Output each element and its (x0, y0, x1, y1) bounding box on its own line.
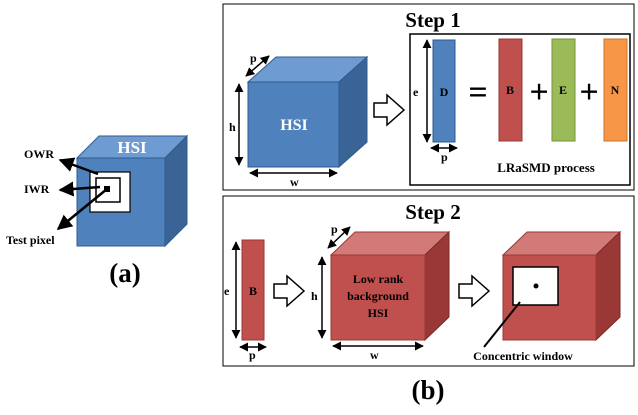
concentric-window-arrow (483, 301, 521, 348)
step1-panel: Step 1 HSI p h w e D p = B + E + N LRaSM… (222, 3, 635, 191)
equals-sign: = (468, 74, 487, 111)
iwr-arrow (58, 181, 101, 197)
step2-frame (222, 195, 635, 367)
concentric-window-pixel (533, 283, 539, 289)
dim-p2-arrow-step2 (327, 226, 351, 249)
caption-a: (a) (109, 258, 140, 288)
dim-p-step1: p (250, 51, 257, 65)
dim-w-step1: w (290, 175, 299, 189)
dim-h-step2: h (311, 289, 318, 303)
test-pixel-label: Test pixel (6, 233, 55, 247)
owr-label: OWR (24, 147, 54, 161)
dim-p2-step2: p (331, 222, 338, 236)
test-pixel-arrow (56, 188, 108, 230)
step1-frame (222, 3, 635, 191)
owr-arrow (58, 157, 99, 176)
hsi-label-a: HSI (117, 138, 147, 157)
step2-panel: Step 2 B e p Low rank background HSI p h… (222, 195, 635, 367)
dim-w-step2: w (370, 348, 379, 362)
low-rank-label-3: HSI (368, 306, 389, 320)
low-rank-label-1: Low rank (353, 272, 404, 286)
matrix-n-label: N (611, 83, 620, 97)
step1-title: Step 1 (405, 8, 460, 32)
concentric-window-label: Concentric window (473, 349, 573, 363)
plus-sign-1: + (529, 74, 548, 111)
iwr-label: IWR (24, 182, 50, 196)
dim-e-step2: e (224, 284, 230, 298)
caption-b: (b) (412, 375, 445, 405)
matrix-b-step2 (241, 239, 265, 341)
matrix-e (551, 38, 576, 142)
hsi-cube-step1 (246, 55, 369, 169)
plus-sign-2: + (579, 74, 598, 111)
matrix-e-label: E (559, 83, 567, 97)
lrasmd-box (409, 33, 631, 186)
dim-p-arrow-step1 (245, 55, 270, 77)
matrix-b-step1 (498, 38, 523, 142)
step1-process-arrow (373, 93, 406, 127)
step2-arrow-1 (273, 274, 306, 308)
low-rank-label-2: background (347, 289, 409, 303)
lrasmd-process-label: LRaSMD process (497, 160, 595, 175)
matrix-b-label-step2: B (249, 284, 257, 298)
matrix-b-label-step1: B (506, 83, 514, 97)
matrix-n (603, 38, 628, 142)
dim-h-step1: h (229, 120, 236, 134)
panel-a: HSI OWR IWR Test pixel (a) (6, 134, 189, 288)
step2-arrow-2 (458, 274, 491, 308)
step2-title: Step 2 (405, 200, 460, 224)
dim-p-step2: p (249, 348, 256, 362)
dim-p2-step1: p (441, 150, 448, 164)
hsi-label-step1: HSI (280, 117, 308, 134)
low-rank-cube (329, 230, 451, 342)
matrix-d-label: D (440, 85, 449, 99)
matrix-d (432, 39, 456, 143)
dim-e-step1: e (413, 85, 419, 99)
